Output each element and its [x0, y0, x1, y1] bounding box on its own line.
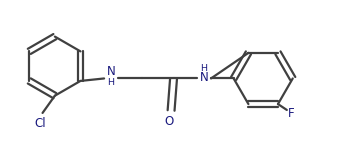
Text: O: O	[164, 115, 174, 128]
Text: N: N	[200, 71, 209, 84]
Text: F: F	[287, 107, 294, 120]
Text: H: H	[200, 64, 208, 73]
Text: N: N	[107, 65, 115, 78]
Text: Cl: Cl	[34, 117, 46, 130]
Text: H: H	[108, 78, 115, 87]
